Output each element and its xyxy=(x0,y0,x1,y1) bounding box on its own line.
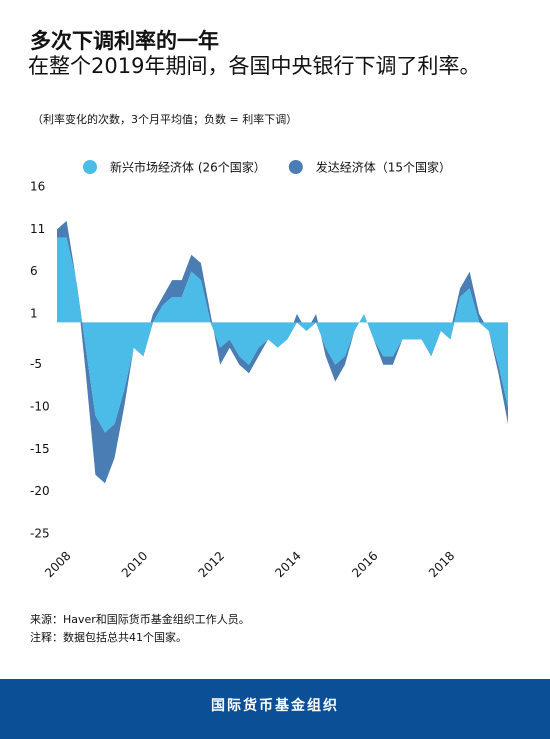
x-tick-label: 2016 xyxy=(349,549,380,580)
legend-swatch xyxy=(83,160,97,174)
y-tick-label: 6 xyxy=(30,264,38,278)
x-tick-label: 2008 xyxy=(42,549,73,580)
y-tick-label: -20 xyxy=(30,484,50,498)
y-tick-label: 1 xyxy=(30,306,38,320)
footer-band xyxy=(0,679,550,739)
legend-swatch xyxy=(288,160,303,174)
y-tick-label: -5 xyxy=(30,357,42,371)
y-tick-label: -25 xyxy=(30,527,50,541)
x-tick-label: 2010 xyxy=(119,549,150,580)
legend-label: 发达经济体（15个国家） xyxy=(316,160,451,175)
area xyxy=(57,237,508,433)
source: 来源：Haver和国际货币基金组织工作人员。 xyxy=(30,612,250,626)
y-tick-label: -10 xyxy=(30,400,50,414)
chart-title: 多次下调利率的一年 xyxy=(30,29,219,53)
x-tick-label: 2014 xyxy=(272,549,303,580)
footer-text: 国际货币基金组织 xyxy=(211,697,339,714)
chart-note: （利率变化的次数，3个月平均值；负数 = 利率下调） xyxy=(32,112,297,126)
legend-label: 新兴市场经济体 (26个国家） xyxy=(110,160,266,175)
x-tick-label: 2018 xyxy=(426,549,457,580)
x-tick-label: 2012 xyxy=(196,549,227,580)
subtitle-box: 在整个2019年期间，各国中央银行下调了利率。 xyxy=(28,55,481,78)
area xyxy=(57,220,508,484)
footnote: 注释：数据包括总共41个国家。 xyxy=(30,630,187,644)
y-tick-label: -15 xyxy=(30,442,50,456)
chart-subtitle: 在整个2019年期间，各国中央银行下调了利率。 xyxy=(28,55,481,78)
y-tick-label: 16 xyxy=(30,180,45,194)
y-tick-label: 11 xyxy=(30,222,45,236)
